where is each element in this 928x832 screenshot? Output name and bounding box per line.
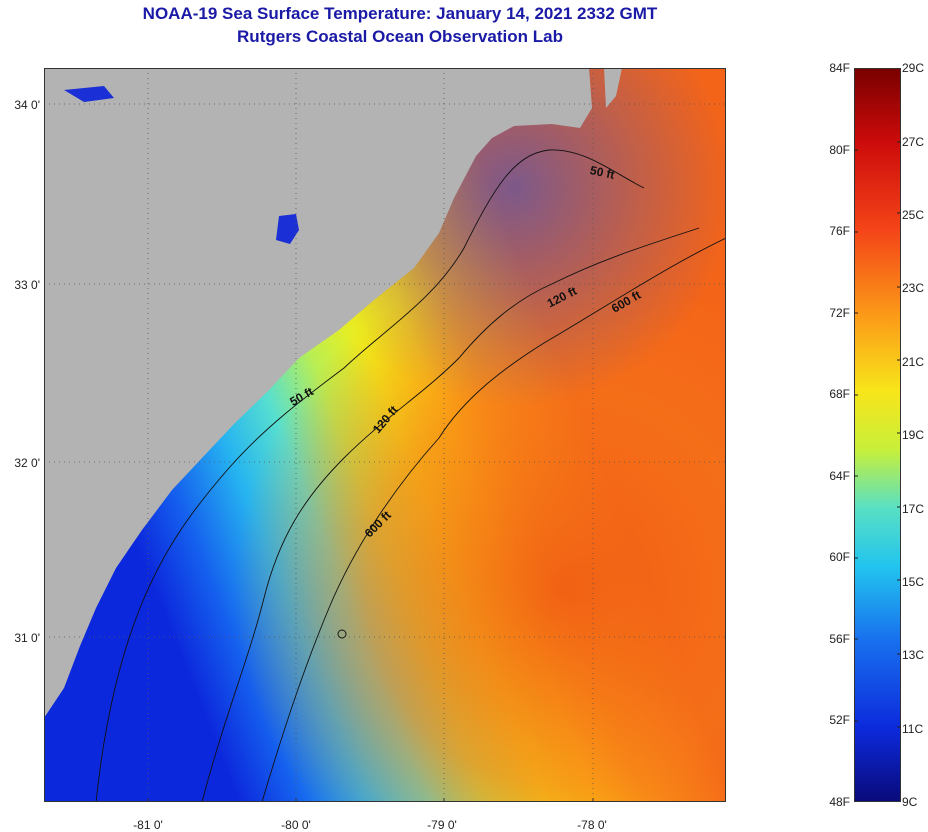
land-mass [44, 68, 592, 718]
colorbar-f-48: 48F [829, 795, 850, 809]
colorbar-f-52: 52F [829, 713, 850, 727]
contour-600ft [261, 237, 726, 802]
colorbar-f-72: 72F [829, 306, 850, 320]
colorbar-f-80: 80F [829, 143, 850, 157]
map-subtitle: Rutgers Coastal Ocean Observation Lab [237, 27, 563, 46]
colorbar-c-13: 13C [902, 648, 925, 662]
colorbar-f-64: 64F [829, 469, 850, 483]
station-marker [337, 629, 347, 639]
colorbar-c-25: 25C [902, 208, 925, 222]
colorbar-f-56: 56F [829, 632, 850, 646]
colorbar-c-27: 27C [902, 135, 925, 149]
colorbar-c-11: 11C [902, 722, 924, 736]
temperature-colorbar [854, 68, 901, 802]
lon-label-81: -81 0' [133, 818, 163, 832]
inland-water [64, 86, 114, 102]
graticule [44, 68, 726, 802]
colorbar-c-15: 15C [902, 575, 925, 589]
lat-label-32: 32 0' [14, 456, 40, 470]
lon-label-79: -79 0' [427, 818, 457, 832]
colorbar-c-23: 23C [902, 281, 925, 295]
lat-label-34: 34 0' [14, 98, 40, 112]
colorbar-c-19: 19C [902, 428, 925, 442]
map-title: NOAA-19 Sea Surface Temperature: January… [142, 4, 658, 23]
inland-lake [276, 214, 299, 244]
land-cape [604, 68, 622, 108]
colorbar-c-21: 21C [902, 355, 925, 369]
lon-label-80: -80 0' [281, 818, 311, 832]
lat-label-31: 31 0' [14, 631, 40, 645]
colorbar-f-84: 84F [829, 61, 850, 75]
colorbar-f-76: 76F [829, 224, 850, 238]
map-ticks [147, 798, 594, 802]
colorbar-f-68: 68F [829, 387, 850, 401]
colorbar-c-9: 9C [902, 795, 918, 809]
contour-120ft [201, 227, 700, 802]
colorbar-ticks [854, 141, 901, 728]
map-frame [44, 68, 726, 802]
lon-label-78: -78 0' [577, 818, 607, 832]
colorbar-gradient [854, 68, 901, 802]
colorbar-c-17: 17C [902, 502, 925, 516]
sst-map: 50 ft 120 ft 600 ft 50 ft 120 ft 600 ft [44, 68, 726, 802]
colorbar-c-29: 29C [902, 61, 925, 75]
contour-label-50ft-north: 50 ft [589, 163, 616, 182]
lat-label-33: 33 0' [14, 278, 40, 292]
colorbar-f-60: 60F [829, 550, 850, 564]
contour-50ft [95, 149, 645, 802]
